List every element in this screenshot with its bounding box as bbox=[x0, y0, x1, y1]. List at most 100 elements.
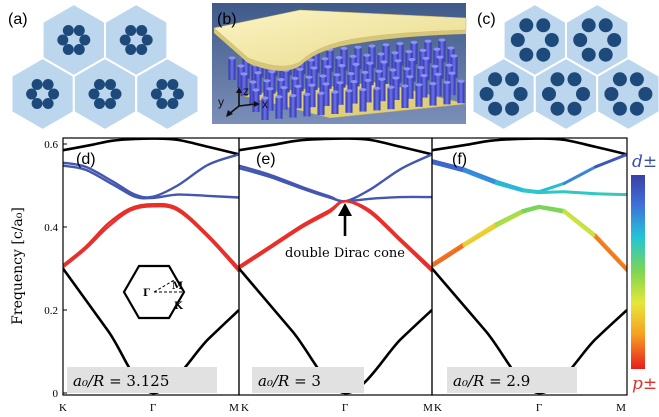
rod-top bbox=[237, 64, 245, 68]
top-slab-edge bbox=[214, 28, 466, 71]
rod-top bbox=[289, 94, 297, 98]
panel-c-rod bbox=[629, 72, 644, 87]
dielectric-rod bbox=[322, 84, 330, 106]
panel-c-rod bbox=[612, 101, 627, 116]
rod-top bbox=[405, 50, 413, 54]
rod-top bbox=[364, 78, 372, 82]
rod-top bbox=[263, 79, 271, 83]
rod-top bbox=[345, 89, 353, 93]
rod-top bbox=[436, 55, 444, 59]
panel-a-rod bbox=[42, 79, 54, 90]
rod-top bbox=[438, 38, 446, 42]
rod-top bbox=[350, 80, 358, 84]
dielectric-rod bbox=[448, 73, 456, 96]
dielectric-rod bbox=[261, 98, 269, 120]
rod-top bbox=[363, 53, 371, 57]
panel-c-rod bbox=[607, 33, 622, 47]
colorbar-gradient bbox=[631, 175, 645, 369]
panel-a-rod bbox=[62, 44, 74, 55]
panel-a-rod bbox=[136, 25, 148, 36]
dielectric-rod bbox=[242, 56, 250, 79]
dirac-cone-annotation: double Dirac cone bbox=[285, 203, 405, 261]
rod-top bbox=[335, 56, 343, 60]
rod-top bbox=[457, 79, 465, 83]
band-f-4-seg bbox=[594, 235, 627, 273]
panel-c-rod bbox=[598, 47, 613, 62]
ytick-label-2: 0.4 bbox=[44, 222, 58, 234]
rod-top bbox=[433, 47, 441, 51]
xtick-d-k: K bbox=[59, 402, 67, 414]
panel-c-rod bbox=[567, 72, 582, 87]
dielectric-rod bbox=[336, 82, 344, 105]
dielectric-rod bbox=[424, 41, 432, 64]
dielectric-rod bbox=[422, 58, 430, 81]
axis-z-label: z bbox=[243, 84, 249, 98]
panel-b-3d-illustration: z y x bbox=[212, 3, 467, 124]
rod-top bbox=[261, 96, 269, 100]
panel-a-rod bbox=[125, 44, 137, 55]
colorbar-bottom-label: p± bbox=[632, 374, 657, 394]
rod-top bbox=[331, 90, 339, 94]
dielectric-rod bbox=[457, 81, 465, 104]
panel-a-rod bbox=[57, 34, 69, 46]
dielectric-rod bbox=[275, 96, 283, 119]
dielectric-rod bbox=[450, 56, 458, 78]
ratio-label-f: a₀/R = 2.9 bbox=[447, 367, 577, 393]
dielectric-rod bbox=[436, 57, 444, 80]
dielectric-rod bbox=[394, 60, 402, 83]
panel-c-rod bbox=[536, 18, 551, 33]
rod-top bbox=[349, 54, 357, 59]
panel-c-rod bbox=[510, 33, 525, 47]
rod-top bbox=[333, 73, 341, 77]
rod-top bbox=[391, 51, 399, 55]
panel-c-rod bbox=[479, 87, 494, 101]
rod-top bbox=[429, 82, 437, 86]
band-f-1-seg bbox=[562, 165, 598, 185]
rod-top bbox=[249, 80, 257, 84]
rod-top bbox=[401, 84, 409, 88]
band-f-3-seg bbox=[432, 242, 466, 266]
rod-top bbox=[447, 46, 455, 50]
ytick-label-0: 0 bbox=[53, 388, 59, 400]
panel-c-rod bbox=[581, 47, 596, 62]
xtick-f-m: M bbox=[616, 402, 626, 414]
rod-top bbox=[338, 64, 346, 68]
panel-a-rod bbox=[167, 79, 179, 90]
dielectric-rod bbox=[420, 75, 428, 98]
rod-top bbox=[445, 63, 453, 67]
panel-a-hex-cell bbox=[135, 56, 200, 132]
band-f-4-seg bbox=[562, 210, 598, 239]
dielectric-rod bbox=[340, 48, 348, 71]
rod-top bbox=[422, 56, 430, 61]
band-f-2-seg bbox=[494, 181, 525, 193]
xtick-e-gamma: Γ bbox=[342, 402, 348, 414]
ytick-label-3: 0.6 bbox=[44, 139, 58, 151]
band-f-2-seg bbox=[462, 169, 498, 185]
dielectric-rod bbox=[364, 80, 372, 103]
panel-c-rod bbox=[488, 72, 503, 87]
rod-top bbox=[254, 71, 262, 75]
rod-top bbox=[450, 54, 458, 58]
dielectric-rod bbox=[345, 90, 353, 113]
annotation-text: double Dirac cone bbox=[285, 246, 405, 261]
panel-a-rod bbox=[31, 79, 43, 90]
brillouin-zone-inset: M Γ K bbox=[122, 264, 186, 320]
rod-top bbox=[403, 67, 411, 71]
panel-a-rod bbox=[167, 98, 179, 109]
y-axis-ticks: 0 0.2 0.4 0.6 bbox=[44, 139, 67, 400]
rod-top bbox=[266, 87, 274, 91]
rod-top bbox=[448, 71, 456, 75]
rod-top bbox=[324, 65, 332, 69]
rod-top bbox=[434, 72, 442, 76]
band-f-2-seg bbox=[594, 192, 627, 197]
rod-top bbox=[415, 83, 423, 87]
xyz-axes-icon: z y x bbox=[218, 84, 268, 117]
panel-c-hex-cell bbox=[596, 56, 659, 132]
panel-a-rod bbox=[73, 25, 85, 36]
panel-a-rod bbox=[48, 88, 60, 100]
rod-top bbox=[406, 75, 414, 79]
rod-top bbox=[228, 56, 236, 60]
panel-f-label: (f) bbox=[452, 151, 467, 168]
dielectric-rod bbox=[338, 65, 346, 88]
